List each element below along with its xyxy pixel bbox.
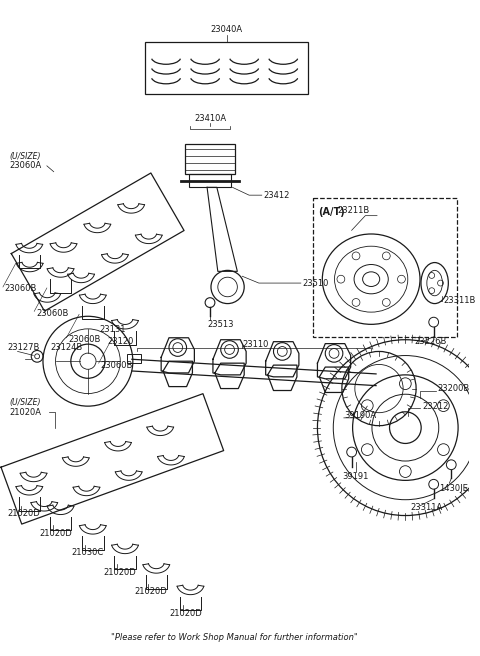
Text: 1430JE: 1430JE	[440, 483, 468, 493]
Text: 21030C: 21030C	[72, 548, 104, 557]
Text: 23131: 23131	[100, 325, 126, 335]
Text: 23060B: 23060B	[36, 309, 69, 318]
Text: 21020A: 21020A	[10, 407, 42, 417]
Circle shape	[169, 338, 187, 356]
Text: 23060B: 23060B	[101, 361, 133, 369]
Text: 23124B: 23124B	[51, 343, 83, 352]
Text: 21020D: 21020D	[169, 609, 202, 618]
Text: 23212: 23212	[422, 401, 448, 411]
Text: (U/SIZE): (U/SIZE)	[10, 398, 41, 407]
Text: 23211B: 23211B	[337, 206, 369, 215]
Text: 23060B: 23060B	[68, 335, 101, 344]
Text: 21020D: 21020D	[135, 587, 168, 596]
Text: 39190A: 39190A	[344, 411, 376, 420]
Text: 23040A: 23040A	[211, 25, 243, 33]
Text: 39191: 39191	[342, 472, 368, 481]
Text: 23060B: 23060B	[5, 285, 37, 293]
Text: 21020D: 21020D	[39, 529, 72, 538]
Text: 23120: 23120	[108, 337, 134, 346]
Circle shape	[274, 342, 291, 360]
Bar	[144, 42, 308, 94]
Bar	[185, 144, 235, 174]
Text: 23127B: 23127B	[8, 343, 40, 352]
Text: 21020D: 21020D	[8, 509, 41, 518]
Text: 23513: 23513	[207, 320, 234, 329]
Bar	[312, 198, 457, 337]
Bar	[127, 354, 141, 363]
Text: "Please refer to Work Shop Manual for further information": "Please refer to Work Shop Manual for fu…	[111, 633, 358, 642]
Text: 23110: 23110	[242, 340, 269, 349]
Text: 23311B: 23311B	[444, 296, 476, 305]
Text: 23410A: 23410A	[194, 114, 226, 123]
Bar	[189, 174, 231, 188]
Text: (A/T): (A/T)	[318, 207, 345, 216]
Text: (U/SIZE): (U/SIZE)	[10, 152, 41, 161]
Text: 23510: 23510	[303, 279, 329, 287]
Circle shape	[221, 340, 239, 358]
Text: 23226B: 23226B	[414, 337, 446, 346]
Text: 23412: 23412	[264, 191, 290, 199]
Circle shape	[325, 344, 343, 362]
Text: 21020D: 21020D	[104, 567, 136, 577]
Text: 23060A: 23060A	[10, 161, 42, 171]
Text: 23311A: 23311A	[410, 503, 443, 512]
Text: 23200B: 23200B	[438, 384, 470, 393]
